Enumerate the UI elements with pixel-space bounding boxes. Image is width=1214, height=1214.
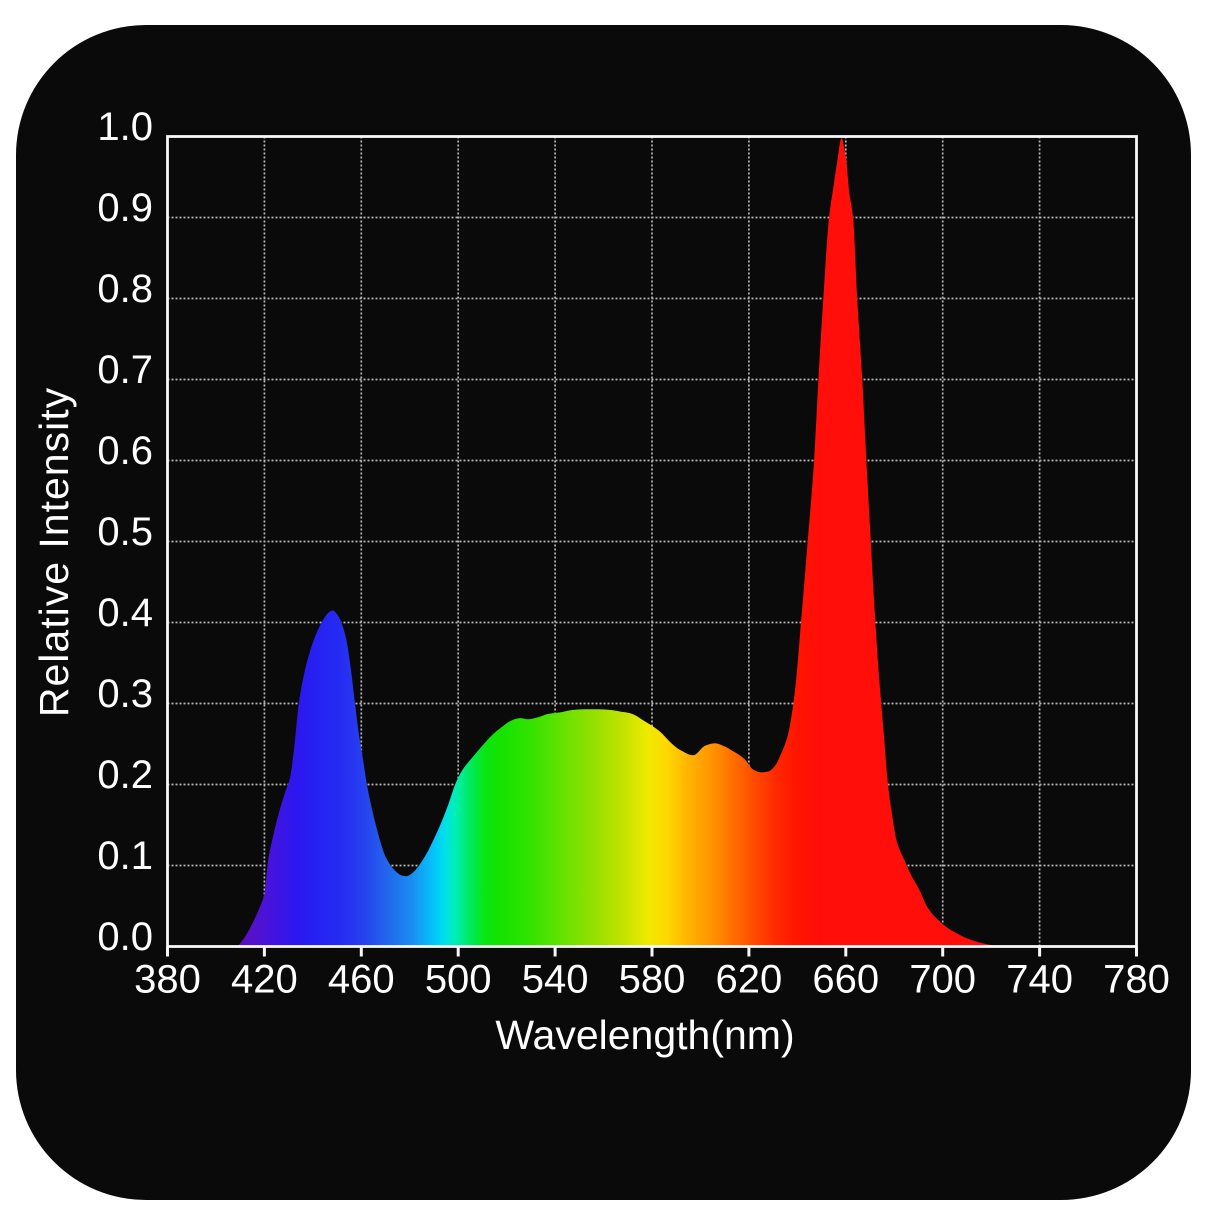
svg-text:420: 420 xyxy=(231,957,298,1001)
svg-text:0.6: 0.6 xyxy=(97,429,153,473)
svg-text:1.0: 1.0 xyxy=(97,105,153,149)
svg-text:0.1: 0.1 xyxy=(97,834,153,878)
svg-text:0.4: 0.4 xyxy=(97,591,153,635)
svg-text:620: 620 xyxy=(716,957,783,1001)
svg-text:Wavelength(nm): Wavelength(nm) xyxy=(495,1012,794,1058)
svg-text:0.2: 0.2 xyxy=(97,753,153,797)
svg-text:0.8: 0.8 xyxy=(97,267,153,311)
svg-text:660: 660 xyxy=(812,957,879,1001)
svg-text:0.9: 0.9 xyxy=(97,186,153,230)
svg-text:0.7: 0.7 xyxy=(97,348,153,392)
svg-text:740: 740 xyxy=(1006,957,1073,1001)
svg-text:500: 500 xyxy=(425,957,492,1001)
svg-text:380: 380 xyxy=(134,957,201,1001)
svg-text:0.3: 0.3 xyxy=(97,672,153,716)
svg-text:540: 540 xyxy=(522,957,589,1001)
svg-text:0.0: 0.0 xyxy=(97,915,153,959)
svg-text:700: 700 xyxy=(909,957,976,1001)
svg-text:0.5: 0.5 xyxy=(97,510,153,554)
svg-text:Relative Intensity: Relative Intensity xyxy=(31,387,77,717)
svg-text:780: 780 xyxy=(1103,957,1170,1001)
svg-text:460: 460 xyxy=(328,957,395,1001)
svg-text:580: 580 xyxy=(619,957,686,1001)
